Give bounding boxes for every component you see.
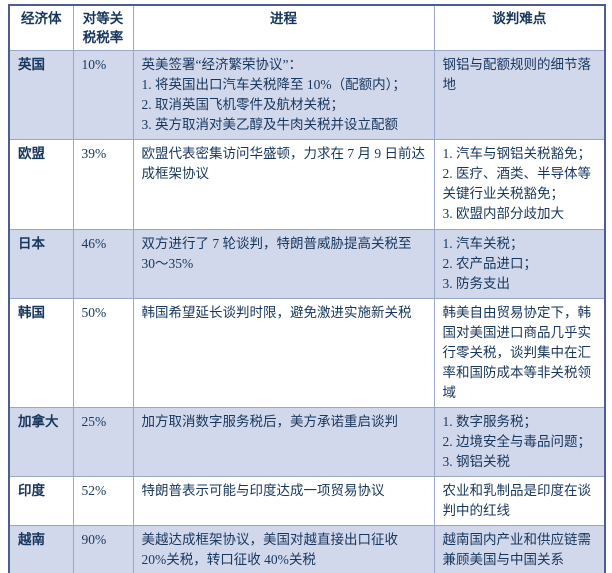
rate-cell: 52% xyxy=(72,476,134,526)
process-cell: 特朗普表示可能与印度达成一项贸易协议 xyxy=(132,476,435,526)
process-cell: 英美签署“经济繁荣协议”： 1. 将英国出口汽车关税降至 10%（配额内）； 2… xyxy=(132,50,435,140)
process-cell: 加方取消数字服务税后，美方承诺重启谈判 xyxy=(132,407,435,477)
rate-cell: 90% xyxy=(72,525,134,573)
table-row-eu: 欧盟 39% 欧盟代表密集访问华盛顿，力求在 7 月 9 日前达成框架协议 1.… xyxy=(8,139,606,230)
economy-cell: 欧盟 xyxy=(8,139,74,230)
difficulty-cell: 1. 汽车关税； 2. 农产品进口； 3. 防务支出 xyxy=(433,229,606,299)
rate-cell: 46% xyxy=(72,229,134,299)
process-cell: 双方进行了 7 轮谈判，特朗普威胁提高关税至 30～35% xyxy=(132,229,435,299)
process-cell: 韩国希望延长谈判时限，避免激进实施新关税 xyxy=(132,298,435,408)
rate-cell: 25% xyxy=(72,407,134,477)
difficulty-cell: 韩美自由贸易协定下，韩国对美国进口商品几乎实行零关税，谈判集中在汇率和国防成本等… xyxy=(433,298,606,408)
difficulty-cell: 1. 汽车与钢铝关税豁免； 2. 医疗、酒类、半导体等关键行业关税豁免； 3. … xyxy=(433,139,606,230)
table-row-india: 印度 52% 特朗普表示可能与印度达成一项贸易协议 农业和乳制品是印度在谈判中的… xyxy=(8,476,606,526)
col-header-process: 进程 xyxy=(132,4,435,51)
rate-cell: 10% xyxy=(72,50,134,140)
difficulty-cell: 1. 数字服务税； 2. 边境安全与毒品问题； 3. 钢铝关税 xyxy=(433,407,606,477)
difficulty-cell: 农业和乳制品是印度在谈判中的红线 xyxy=(433,476,606,526)
economy-cell: 越南 xyxy=(8,525,74,573)
rate-cell: 50% xyxy=(72,298,134,408)
table-row-uk: 英国 10% 英美签署“经济繁荣协议”： 1. 将英国出口汽车关税降至 10%（… xyxy=(8,50,606,140)
difficulty-cell: 越南国内产业和供应链需兼顾美国与中国关系 xyxy=(433,525,606,573)
rate-cell: 39% xyxy=(72,139,134,230)
table-header-row: 经济体 对等关税税率 进程 谈判难点 xyxy=(8,4,606,51)
col-header-difficulty: 谈判难点 xyxy=(433,4,606,51)
difficulty-cell: 钢铝与配额规则的细节落地 xyxy=(433,50,606,140)
economy-cell: 日本 xyxy=(8,229,74,299)
process-cell: 欧盟代表密集访问华盛顿，力求在 7 月 9 日前达成框架协议 xyxy=(132,139,435,230)
table-row-vietnam: 越南 90% 美越达成框架协议，美国对越直接出口征收 20%关税，转口征收 40… xyxy=(8,525,606,573)
table-row-canada: 加拿大 25% 加方取消数字服务税后，美方承诺重启谈判 1. 数字服务税； 2.… xyxy=(8,407,606,477)
col-header-rate: 对等关税税率 xyxy=(72,4,134,51)
economy-cell: 英国 xyxy=(8,50,74,140)
tariff-negotiation-table: 经济体 对等关税税率 进程 谈判难点 英国 10% 英美签署“经济繁荣协议”： … xyxy=(8,4,606,573)
economy-cell: 印度 xyxy=(8,476,74,526)
col-header-economy: 经济体 xyxy=(8,4,74,51)
economy-cell: 韩国 xyxy=(8,298,74,408)
table-row-japan: 日本 46% 双方进行了 7 轮谈判，特朗普威胁提高关税至 30～35% 1. … xyxy=(8,229,606,299)
process-cell: 美越达成框架协议，美国对越直接出口征收 20%关税，转口征收 40%关税 xyxy=(132,525,435,573)
economy-cell: 加拿大 xyxy=(8,407,74,477)
table-row-korea: 韩国 50% 韩国希望延长谈判时限，避免激进实施新关税 韩美自由贸易协定下，韩国… xyxy=(8,298,606,408)
